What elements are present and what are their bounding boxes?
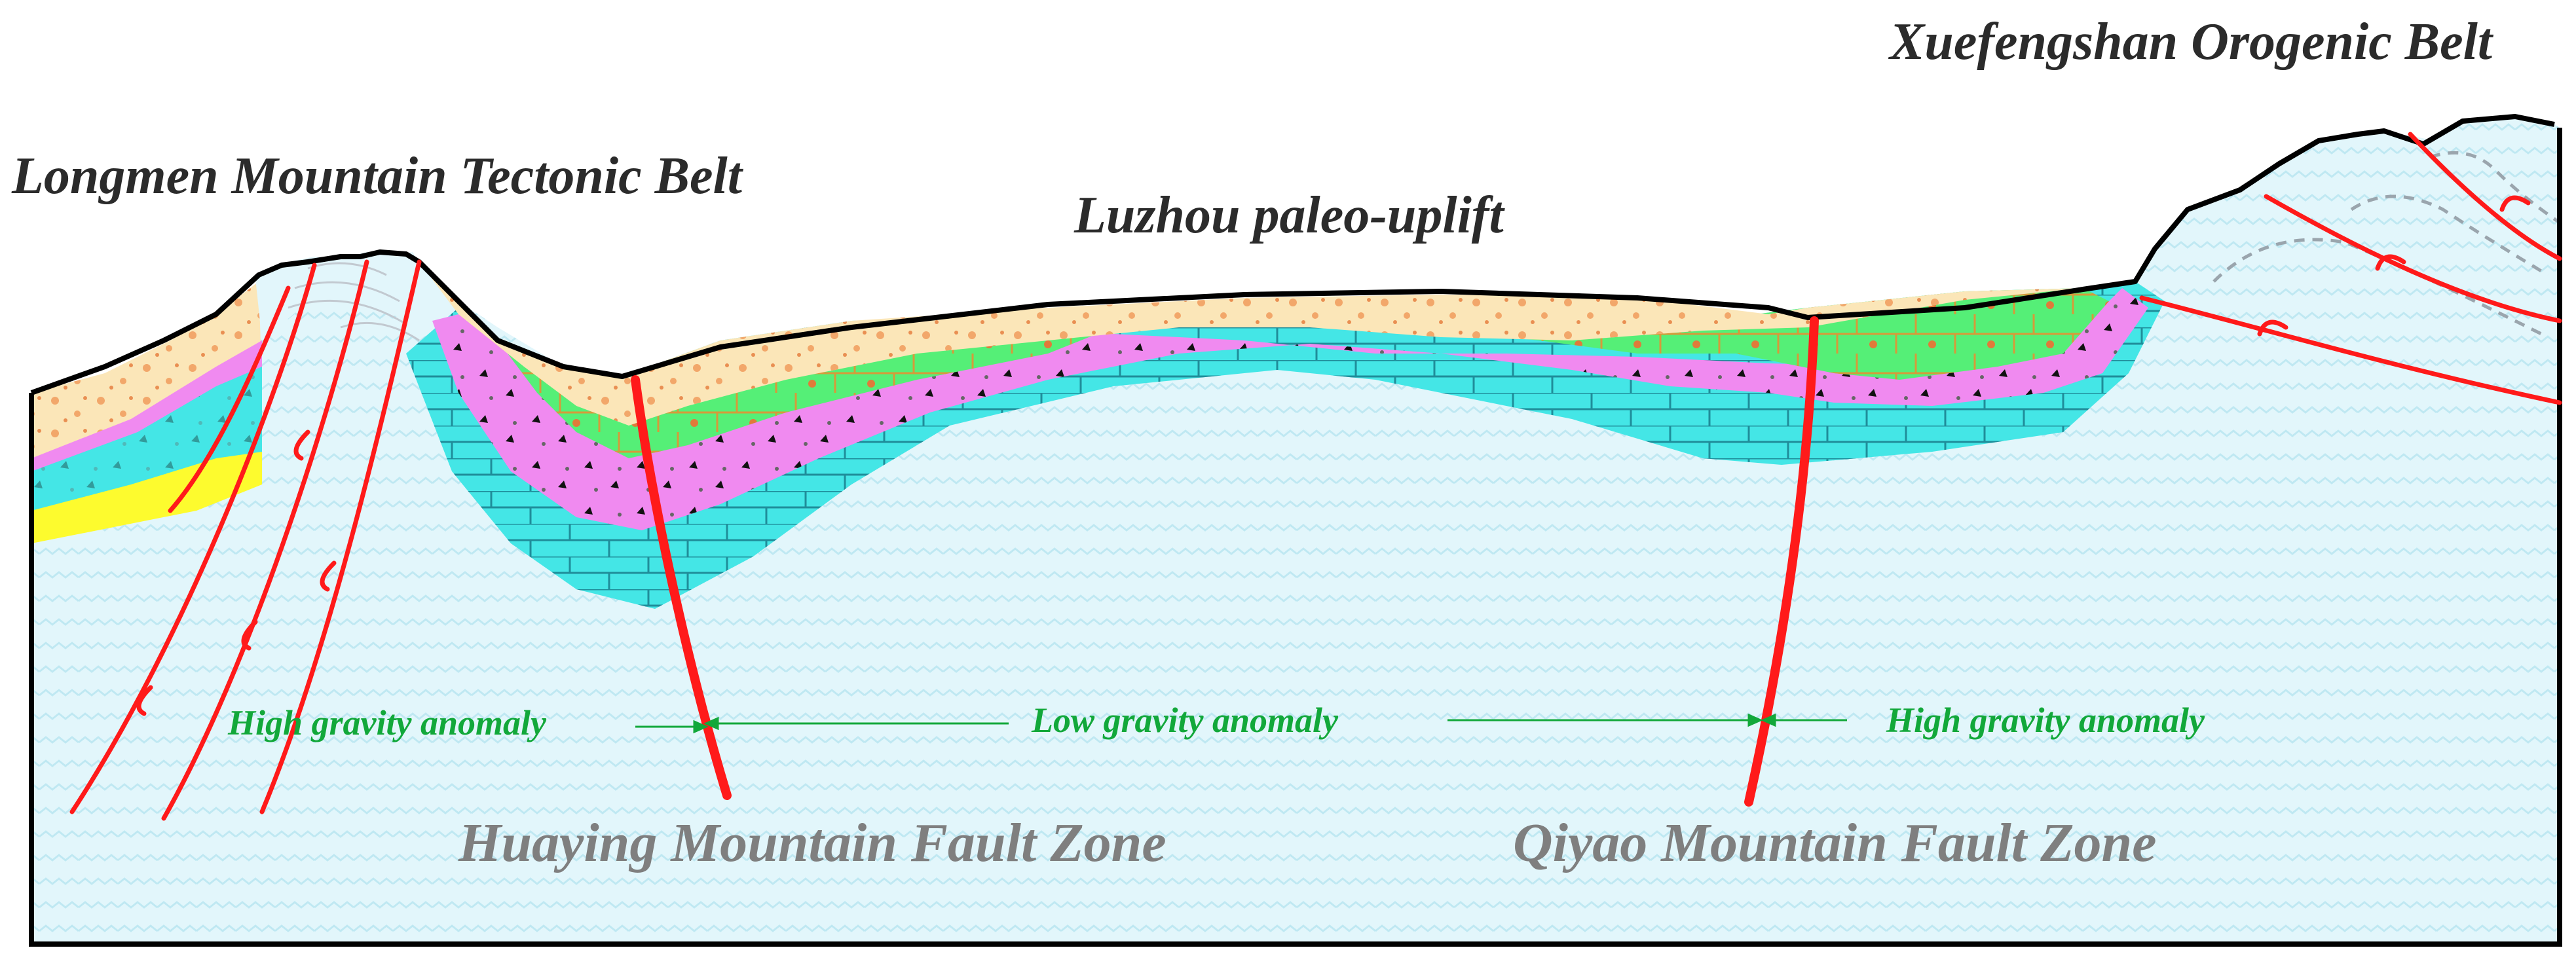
left-foreland-layers <box>31 282 262 543</box>
label-xuefengshan: Xuefengshan Orogenic Belt <box>1888 13 2494 71</box>
label-huaying-fault: Huaying Mountain Fault Zone <box>458 812 1167 873</box>
section-frame <box>29 128 2562 947</box>
label-luzhou: Luzhou paleo-uplift <box>1073 187 1505 244</box>
label-high-gravity-right: High gravity anomaly <box>1886 701 2205 740</box>
xuefengshan-thrust-faults <box>2139 132 2562 405</box>
longmen-thrust-faults <box>69 259 422 821</box>
huaying-fault-line <box>631 375 732 800</box>
anomaly-arrows <box>635 713 1847 734</box>
label-longmen: Longmen Mountain Tectonic Belt <box>11 147 744 205</box>
label-qiyao-fault: Qiyao Mountain Fault Zone <box>1513 812 2157 873</box>
qiyao-fault-line <box>1744 316 1819 807</box>
label-low-gravity: Low gravity anomaly <box>1031 701 1339 740</box>
surface-outline <box>30 114 2555 395</box>
xuefengshan-mountain <box>2135 117 2561 471</box>
label-high-gravity-left: High gravity anomaly <box>227 703 547 742</box>
